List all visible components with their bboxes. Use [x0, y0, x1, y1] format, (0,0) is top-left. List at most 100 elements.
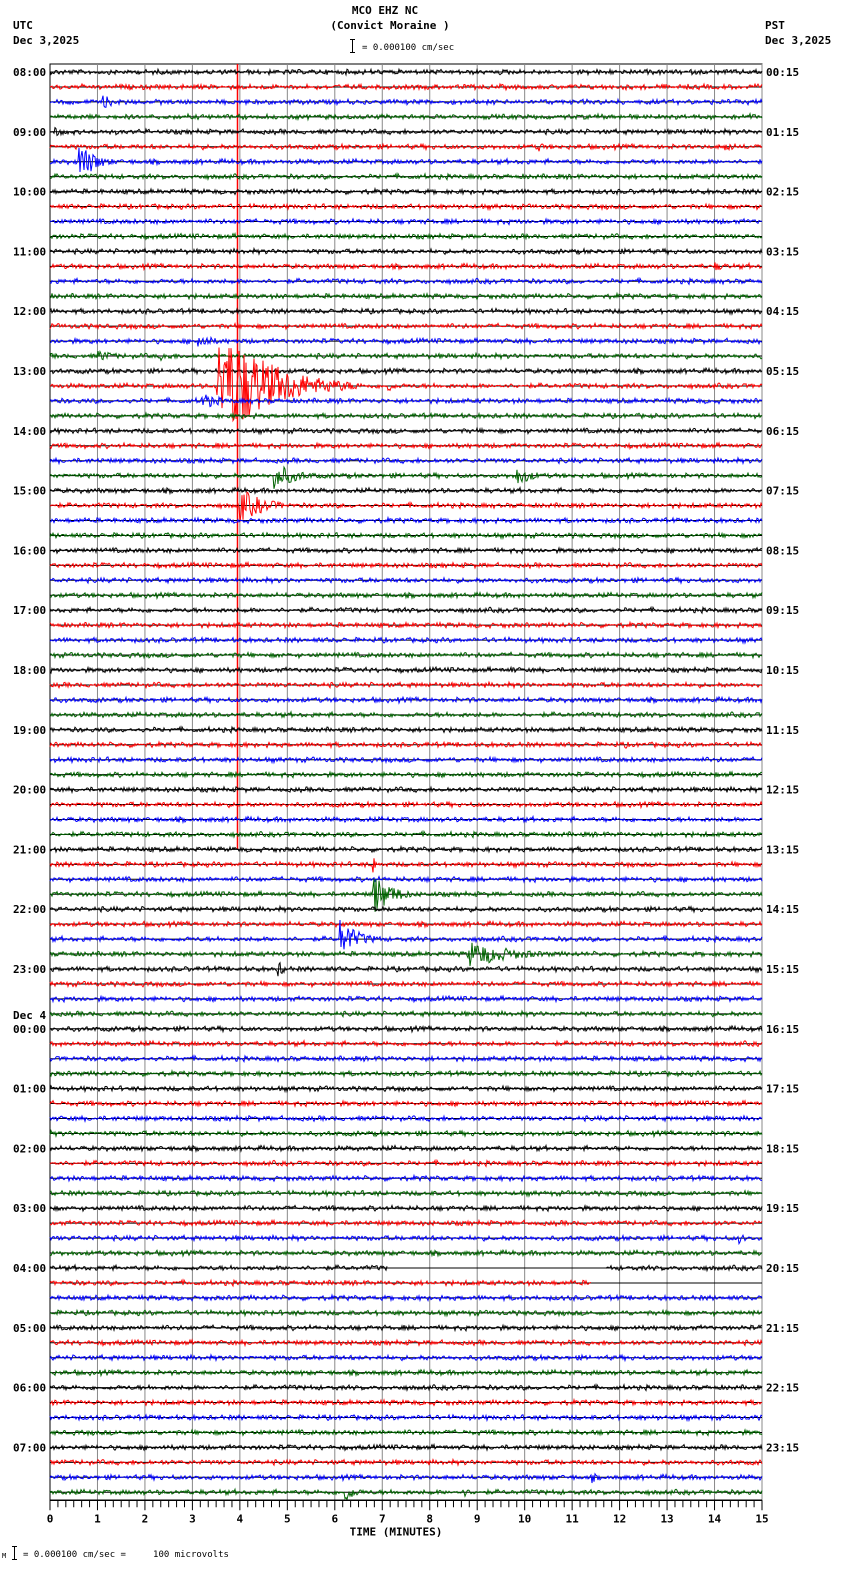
trace-line: [49, 1009, 763, 1019]
right-timezone: PST: [765, 19, 785, 32]
utc-hour-label: 12:00: [13, 305, 46, 318]
trace-line: [49, 994, 763, 1004]
trace-line: [49, 575, 763, 585]
trace-line: [49, 307, 763, 316]
trace-line: [49, 246, 763, 256]
pst-hour-label: 17:15: [766, 1083, 799, 1096]
trace-line: [49, 546, 763, 555]
utc-hour-label: 11:00: [13, 245, 46, 258]
trace-line: [49, 95, 763, 108]
utc-hour-label: 16:00: [13, 544, 46, 557]
pst-hour-label: 10:15: [766, 664, 799, 677]
x-tick-label: 3: [189, 1512, 196, 1525]
trace-line: [49, 814, 763, 825]
utc-hour-label: 10:00: [13, 186, 46, 199]
trace-line: [49, 755, 763, 765]
x-tick-label: 1: [94, 1512, 101, 1525]
trace-line: [49, 1158, 763, 1168]
pst-hour-label: 11:15: [766, 724, 799, 737]
pst-hour-label: 03:15: [766, 245, 799, 258]
trace-line: [49, 441, 763, 451]
trace-line: [49, 875, 763, 884]
trace-line: [49, 394, 763, 408]
trace-line: [49, 1233, 763, 1246]
trace-line: [49, 142, 763, 152]
trace-line: [49, 725, 763, 735]
utc-hour-label: 00:00: [13, 1023, 46, 1036]
trace-line: [49, 695, 763, 705]
trace-line: [49, 1382, 763, 1392]
trace-line: [49, 1367, 763, 1378]
x-tick-label: 11: [566, 1512, 580, 1525]
pst-hour-label: 02:15: [766, 186, 799, 199]
trace-line: [49, 1143, 763, 1154]
trace-line: [49, 919, 763, 929]
x-tick-label: 6: [331, 1512, 338, 1525]
trace-line: [49, 186, 763, 196]
trace-line: [49, 261, 763, 272]
pst-hour-label: 08:15: [766, 544, 799, 557]
x-tick-label: 7: [379, 1512, 386, 1525]
trace-line: [49, 1084, 763, 1094]
pst-hour-label: 00:15: [766, 66, 799, 79]
pst-hour-label: 13:15: [766, 843, 799, 856]
plot-frame: [49, 63, 763, 1501]
trace-line: [49, 1308, 763, 1318]
x-tick-label: 10: [518, 1512, 531, 1525]
x-tick-label: 8: [426, 1512, 433, 1525]
trace-line: [49, 147, 763, 173]
pst-hour-label: 23:15: [766, 1441, 799, 1454]
trace-line: [49, 515, 763, 525]
trace-line: [49, 1173, 763, 1183]
utc-hour-label: 08:00: [13, 66, 46, 79]
pst-hour-label: 05:15: [766, 365, 799, 378]
trace-line: [49, 349, 763, 362]
trace-line: [49, 560, 763, 570]
trace-line: [49, 1397, 763, 1408]
utc-hour-label: 20:00: [13, 784, 46, 797]
trace-line: [49, 1114, 763, 1124]
trace-line: [49, 366, 763, 376]
trace-line: [49, 1069, 763, 1079]
scale-bar-icon: [350, 39, 355, 53]
x-tick-label: 5: [284, 1512, 291, 1525]
trace-line: [49, 635, 763, 645]
utc-hour-label: 02:00: [13, 1142, 46, 1155]
x-tick-label: 13: [660, 1512, 673, 1525]
utc-hour-label: 22:00: [13, 903, 46, 916]
trace-line: [49, 491, 763, 523]
left-date: Dec 3,2025: [13, 34, 80, 47]
x-tick-label: 4: [237, 1512, 244, 1525]
station-title: MCO EHZ NC: [351, 4, 419, 17]
utc-hour-label: 04:00: [13, 1262, 46, 1275]
trace-line: [49, 800, 763, 810]
trace-line: [49, 858, 763, 873]
trace-line: [49, 126, 763, 137]
pst-hour-label: 20:15: [766, 1262, 799, 1275]
trace-line: [49, 1039, 763, 1049]
pst-hour-label: 07:15: [766, 485, 799, 498]
pst-hour-label: 22:15: [766, 1382, 799, 1395]
utc-hour-label: 05:00: [13, 1322, 46, 1335]
trace-line: [49, 620, 763, 630]
x-axis-label: TIME (MINUTES): [350, 1525, 443, 1538]
trace-line: [50, 650, 763, 660]
x-tick-label: 14: [708, 1512, 722, 1525]
scale-text: = 0.000100 cm/sec: [362, 43, 455, 53]
pst-hour-label: 21:15: [766, 1322, 799, 1335]
pst-hour-label: 06:15: [766, 425, 799, 438]
pst-hour-label: 14:15: [766, 903, 799, 916]
trace-line: [49, 1442, 763, 1452]
trace-line: [49, 680, 763, 690]
pst-hour-label: 01:15: [766, 126, 799, 139]
utc-hour-label: 17:00: [13, 604, 46, 617]
trace-line: [49, 1218, 763, 1228]
trace-line: [49, 411, 763, 421]
x-tick-label: 15: [755, 1512, 768, 1525]
utc-hour-label: 03:00: [13, 1202, 46, 1215]
utc-hour-label: 06:00: [13, 1382, 46, 1395]
trace-line: [49, 1293, 763, 1303]
utc-hour-label: 14:00: [13, 425, 46, 438]
trace-line: [49, 465, 763, 489]
